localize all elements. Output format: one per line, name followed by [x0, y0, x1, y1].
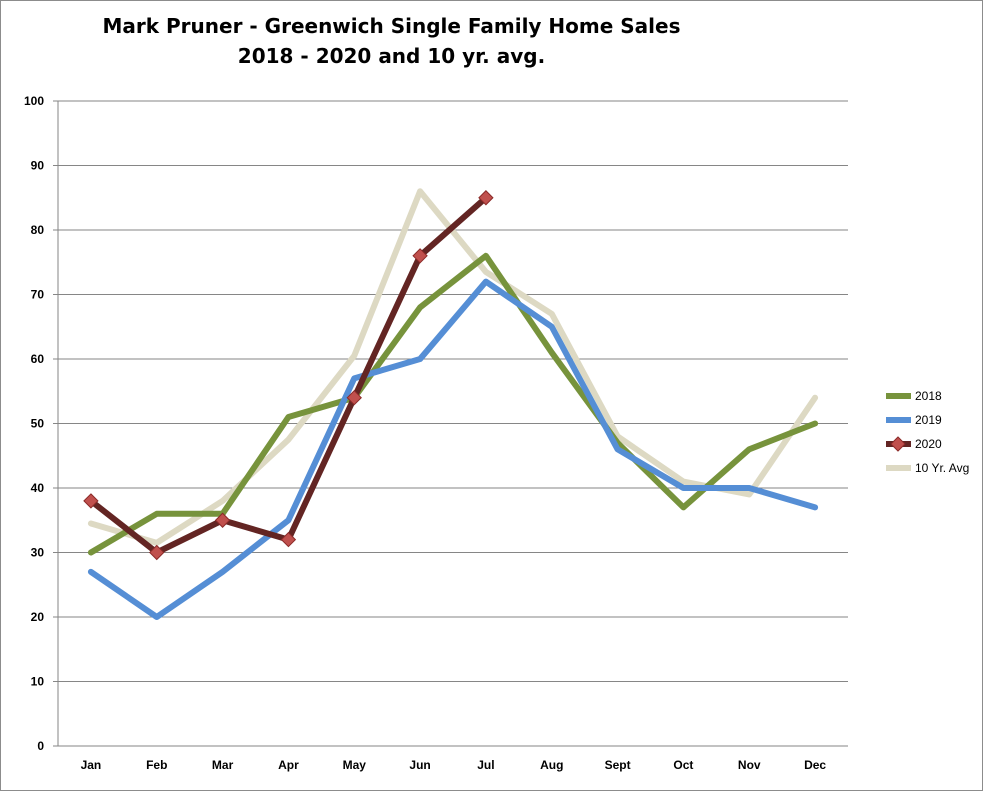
y-tick-label: 80 [31, 223, 45, 237]
legend-label: 10 Yr. Avg [915, 461, 970, 475]
series-line-2020 [87, 194, 489, 556]
y-tick-label: 70 [31, 288, 45, 302]
series-line-2018 [87, 252, 819, 556]
legend-swatch [884, 432, 912, 456]
data-point-marker [214, 512, 231, 528]
y-tick-label: 10 [31, 675, 45, 689]
x-tick-label: Dec [804, 758, 826, 772]
legend-label: 2018 [915, 389, 942, 403]
x-tick-label: Apr [278, 758, 299, 772]
y-tick-label: 50 [31, 417, 45, 431]
x-axis-ticks: Jan Feb Mar Apr May Jun Jul Aug Sept Oct Nov Dec [81, 758, 827, 772]
x-tick-label: Jul [477, 758, 494, 772]
series-line-10-yr-avg [87, 188, 819, 546]
legend-item: 2020 [884, 432, 969, 456]
data-point-marker [83, 493, 99, 509]
chart-title: Mark Pruner - Greenwich Single Family Ho… [102, 14, 681, 38]
chart-subtitle: 2018 - 2020 and 10 yr. avg. [237, 44, 546, 68]
data-point-marker [412, 248, 428, 264]
y-tick-label: 20 [31, 610, 45, 624]
y-tick-label: 30 [31, 546, 45, 560]
legend-label: 2019 [915, 413, 942, 427]
y-tick-label: 60 [31, 352, 45, 366]
y-tick-label: 100 [24, 94, 44, 108]
legend-label: 2020 [915, 437, 942, 451]
x-tick-label: Feb [146, 758, 167, 772]
y-tick-label: 90 [31, 159, 45, 173]
x-tick-label: Jun [409, 758, 430, 772]
x-tick-label: Sept [605, 758, 631, 772]
series-lines [83, 188, 819, 620]
data-point-marker [478, 190, 494, 206]
grid-lines [53, 100, 848, 747]
y-tick-label: 0 [37, 739, 44, 753]
x-tick-label: Aug [540, 758, 563, 772]
x-tick-label: Nov [738, 758, 761, 772]
legend-item: 2018 [884, 384, 969, 408]
legend-item: 10 Yr. Avg [884, 456, 969, 480]
x-tick-label: Jan [81, 758, 102, 772]
data-point-marker [346, 389, 362, 406]
x-tick-label: Oct [673, 758, 693, 772]
series-line-2019 [87, 278, 819, 620]
legend-item: 2019 [884, 408, 969, 432]
x-tick-label: May [343, 758, 367, 772]
legend-swatch [884, 408, 912, 432]
legend-swatch [884, 384, 912, 408]
y-axis-ticks: 0 10 20 30 40 50 60 70 80 90 100 [24, 94, 44, 753]
legend: 2018 2019 2020 10 Yr. Avg [884, 384, 969, 480]
y-tick-label: 40 [31, 481, 45, 495]
data-point-marker [280, 531, 297, 548]
legend-swatch [884, 456, 912, 480]
x-tick-label: Mar [212, 758, 234, 772]
data-point-marker [149, 544, 165, 561]
